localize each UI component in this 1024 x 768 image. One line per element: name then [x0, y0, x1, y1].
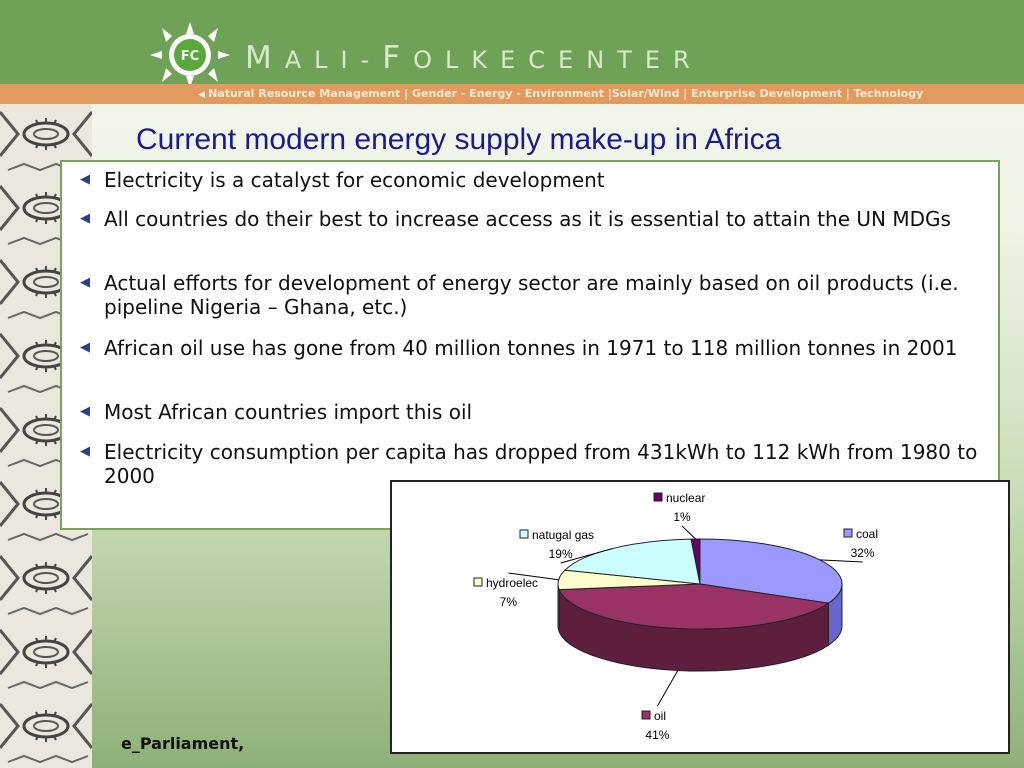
legend-key-hydroelec — [473, 577, 483, 587]
pie-chart: coal 32% oil 41% hydroelec 7% natugal gas 19% nu… — [473, 491, 878, 742]
slide-title: Current modern energy supply make-up in … — [136, 123, 782, 156]
tagline-bar — [0, 84, 1024, 104]
pie-label-value: 41% — [645, 728, 669, 742]
pie-label-name: nuclear — [666, 491, 705, 505]
bullet-item: ◀ Most African countries import this oil — [80, 400, 473, 424]
header-bar: FC MALI-FOLKECENTER — [0, 0, 1024, 88]
pie-label-nuclear: nuclear 1% — [653, 491, 705, 524]
pie-slice-natugal-gas — [563, 538, 701, 585]
folkecenter-logo-icon: FC — [150, 22, 230, 88]
bullet-arrow-icon: ◀ — [80, 404, 90, 419]
pie-slice-coal — [699, 538, 843, 604]
bullet-item: ◀ African oil use has gone from 40 millio… — [80, 336, 958, 360]
brand-name: MALI-FOLKECENTER — [245, 40, 703, 76]
bullet-item: ◀ All countries do their best to increase… — [80, 207, 951, 231]
pie-leader-line — [560, 547, 614, 564]
pie-label-value: 19% — [549, 547, 573, 561]
pie-chart-panel: coal 32% oil 41% hydroelec 7% natugal gas 19% nu… — [390, 480, 1010, 754]
bullet-arrow-icon: ◀ — [80, 172, 90, 187]
pie-label-coal: coal 32% — [843, 527, 878, 560]
bullet-item: ◀ Actual efforts for development of energ… — [80, 271, 959, 319]
bullet-textbox: ◀ Electricity is a catalyst for economic … — [60, 160, 1000, 530]
legend-key-coal — [843, 528, 853, 538]
pie-leader-line — [508, 572, 559, 581]
pie-label-name: oil — [654, 709, 666, 723]
logo-letters: FC — [181, 49, 199, 64]
footer-text: e_Parliament, — [121, 734, 245, 753]
pie-label-value: 32% — [851, 546, 875, 560]
pie-label-value: 1% — [673, 510, 691, 524]
bullet-item: ◀ Electricity consumption per capita has … — [80, 440, 978, 488]
legend-key-natugal-gas — [519, 529, 529, 539]
pie-leader-line — [681, 525, 696, 540]
pie-slice-oil — [558, 583, 830, 630]
bullet-arrow-icon: ◀ — [80, 211, 90, 226]
pie-label-hydroelec: hydroelec 7% — [473, 576, 538, 609]
pie-label-name: coal — [856, 527, 878, 541]
pie-label-name: hydroelec — [486, 576, 538, 590]
pie-side-hydroelec — [557, 583, 560, 632]
bullet-item: ◀ Electricity is a catalyst for economic … — [80, 168, 605, 192]
bullet-arrow-icon: ◀ — [80, 444, 90, 459]
pie-label-oil: oil 41% — [641, 709, 670, 742]
pie-leader-line — [819, 559, 863, 563]
bullet-arrow-icon: ◀ — [80, 275, 90, 290]
pie-label-name: natugal gas — [532, 528, 594, 542]
pie-leader-line — [657, 670, 679, 707]
legend-key-oil — [641, 710, 651, 720]
tagline: ◀ Natural Resource Management | Gender -… — [198, 87, 924, 100]
pie-label-value: 7% — [500, 595, 518, 609]
pie-slice-nuclear — [690, 538, 701, 585]
pie-label-natugal-gas: natugal gas 19% — [519, 528, 594, 561]
legend-key-nuclear — [653, 492, 663, 502]
bullet-arrow-icon: ◀ — [80, 340, 90, 355]
